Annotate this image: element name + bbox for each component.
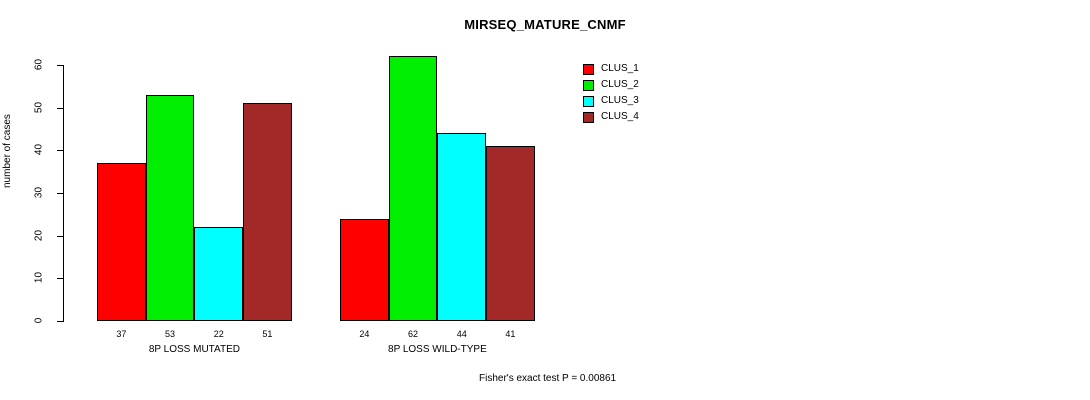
y-axis-tick-label: 30 bbox=[33, 186, 45, 199]
y-axis-tick-label: 60 bbox=[33, 58, 45, 71]
bar bbox=[388, 56, 438, 321]
y-axis-tick-label: 50 bbox=[33, 101, 45, 113]
bar bbox=[145, 94, 195, 321]
legend-swatch bbox=[583, 112, 594, 123]
bar bbox=[194, 227, 244, 321]
x-axis-group-label: 8P LOSS MUTATED bbox=[148, 344, 240, 355]
bar-value-label: 22 bbox=[213, 329, 224, 339]
legend-label: CLUS_4 bbox=[601, 111, 639, 122]
y-axis-label: number of cases bbox=[2, 114, 13, 188]
bar-value-label: 24 bbox=[359, 329, 370, 339]
legend-label: CLUS_1 bbox=[601, 63, 639, 74]
y-axis-tick-mark bbox=[57, 65, 63, 66]
legend-label: CLUS_3 bbox=[601, 95, 639, 106]
bar-value-label: 44 bbox=[456, 329, 467, 339]
y-axis-tick-label: 0 bbox=[33, 317, 45, 324]
y-axis-tick-label: 40 bbox=[33, 144, 45, 156]
legend-swatch bbox=[583, 80, 594, 91]
y-axis-tick-mark bbox=[57, 150, 63, 151]
page-title: MIRSEQ_MATURE_CNMF bbox=[0, 17, 1090, 32]
legend-swatch bbox=[583, 64, 594, 75]
statistical-annotation: Fisher's exact test P = 0.00861 bbox=[479, 373, 617, 384]
y-axis-tick-label: 20 bbox=[33, 229, 45, 241]
y-axis-tick-mark bbox=[57, 193, 63, 194]
legend-label: CLUS_2 bbox=[601, 79, 639, 90]
y-axis-tick-label: 10 bbox=[33, 272, 45, 284]
bar-value-label: 62 bbox=[408, 329, 419, 339]
y-axis-line bbox=[63, 65, 64, 322]
bar bbox=[97, 163, 146, 321]
y-axis-tick-mark bbox=[57, 236, 63, 237]
legend-swatch bbox=[583, 96, 594, 107]
bar-value-label: 51 bbox=[262, 329, 273, 339]
bar bbox=[340, 218, 389, 321]
bar bbox=[243, 103, 292, 321]
bar-value-label: 37 bbox=[116, 329, 127, 339]
bar-value-label: 41 bbox=[505, 329, 516, 339]
y-axis-tick-mark bbox=[57, 108, 63, 109]
chart-title-text: MIRSEQ_MATURE_CNMF bbox=[464, 17, 626, 32]
y-axis-tick-mark bbox=[57, 321, 63, 322]
bar bbox=[486, 146, 535, 321]
x-axis-group-label: 8P LOSS WILD-TYPE bbox=[388, 344, 487, 355]
bar-value-label: 53 bbox=[165, 329, 176, 339]
bar bbox=[437, 133, 487, 321]
y-axis-tick-mark bbox=[57, 278, 63, 279]
